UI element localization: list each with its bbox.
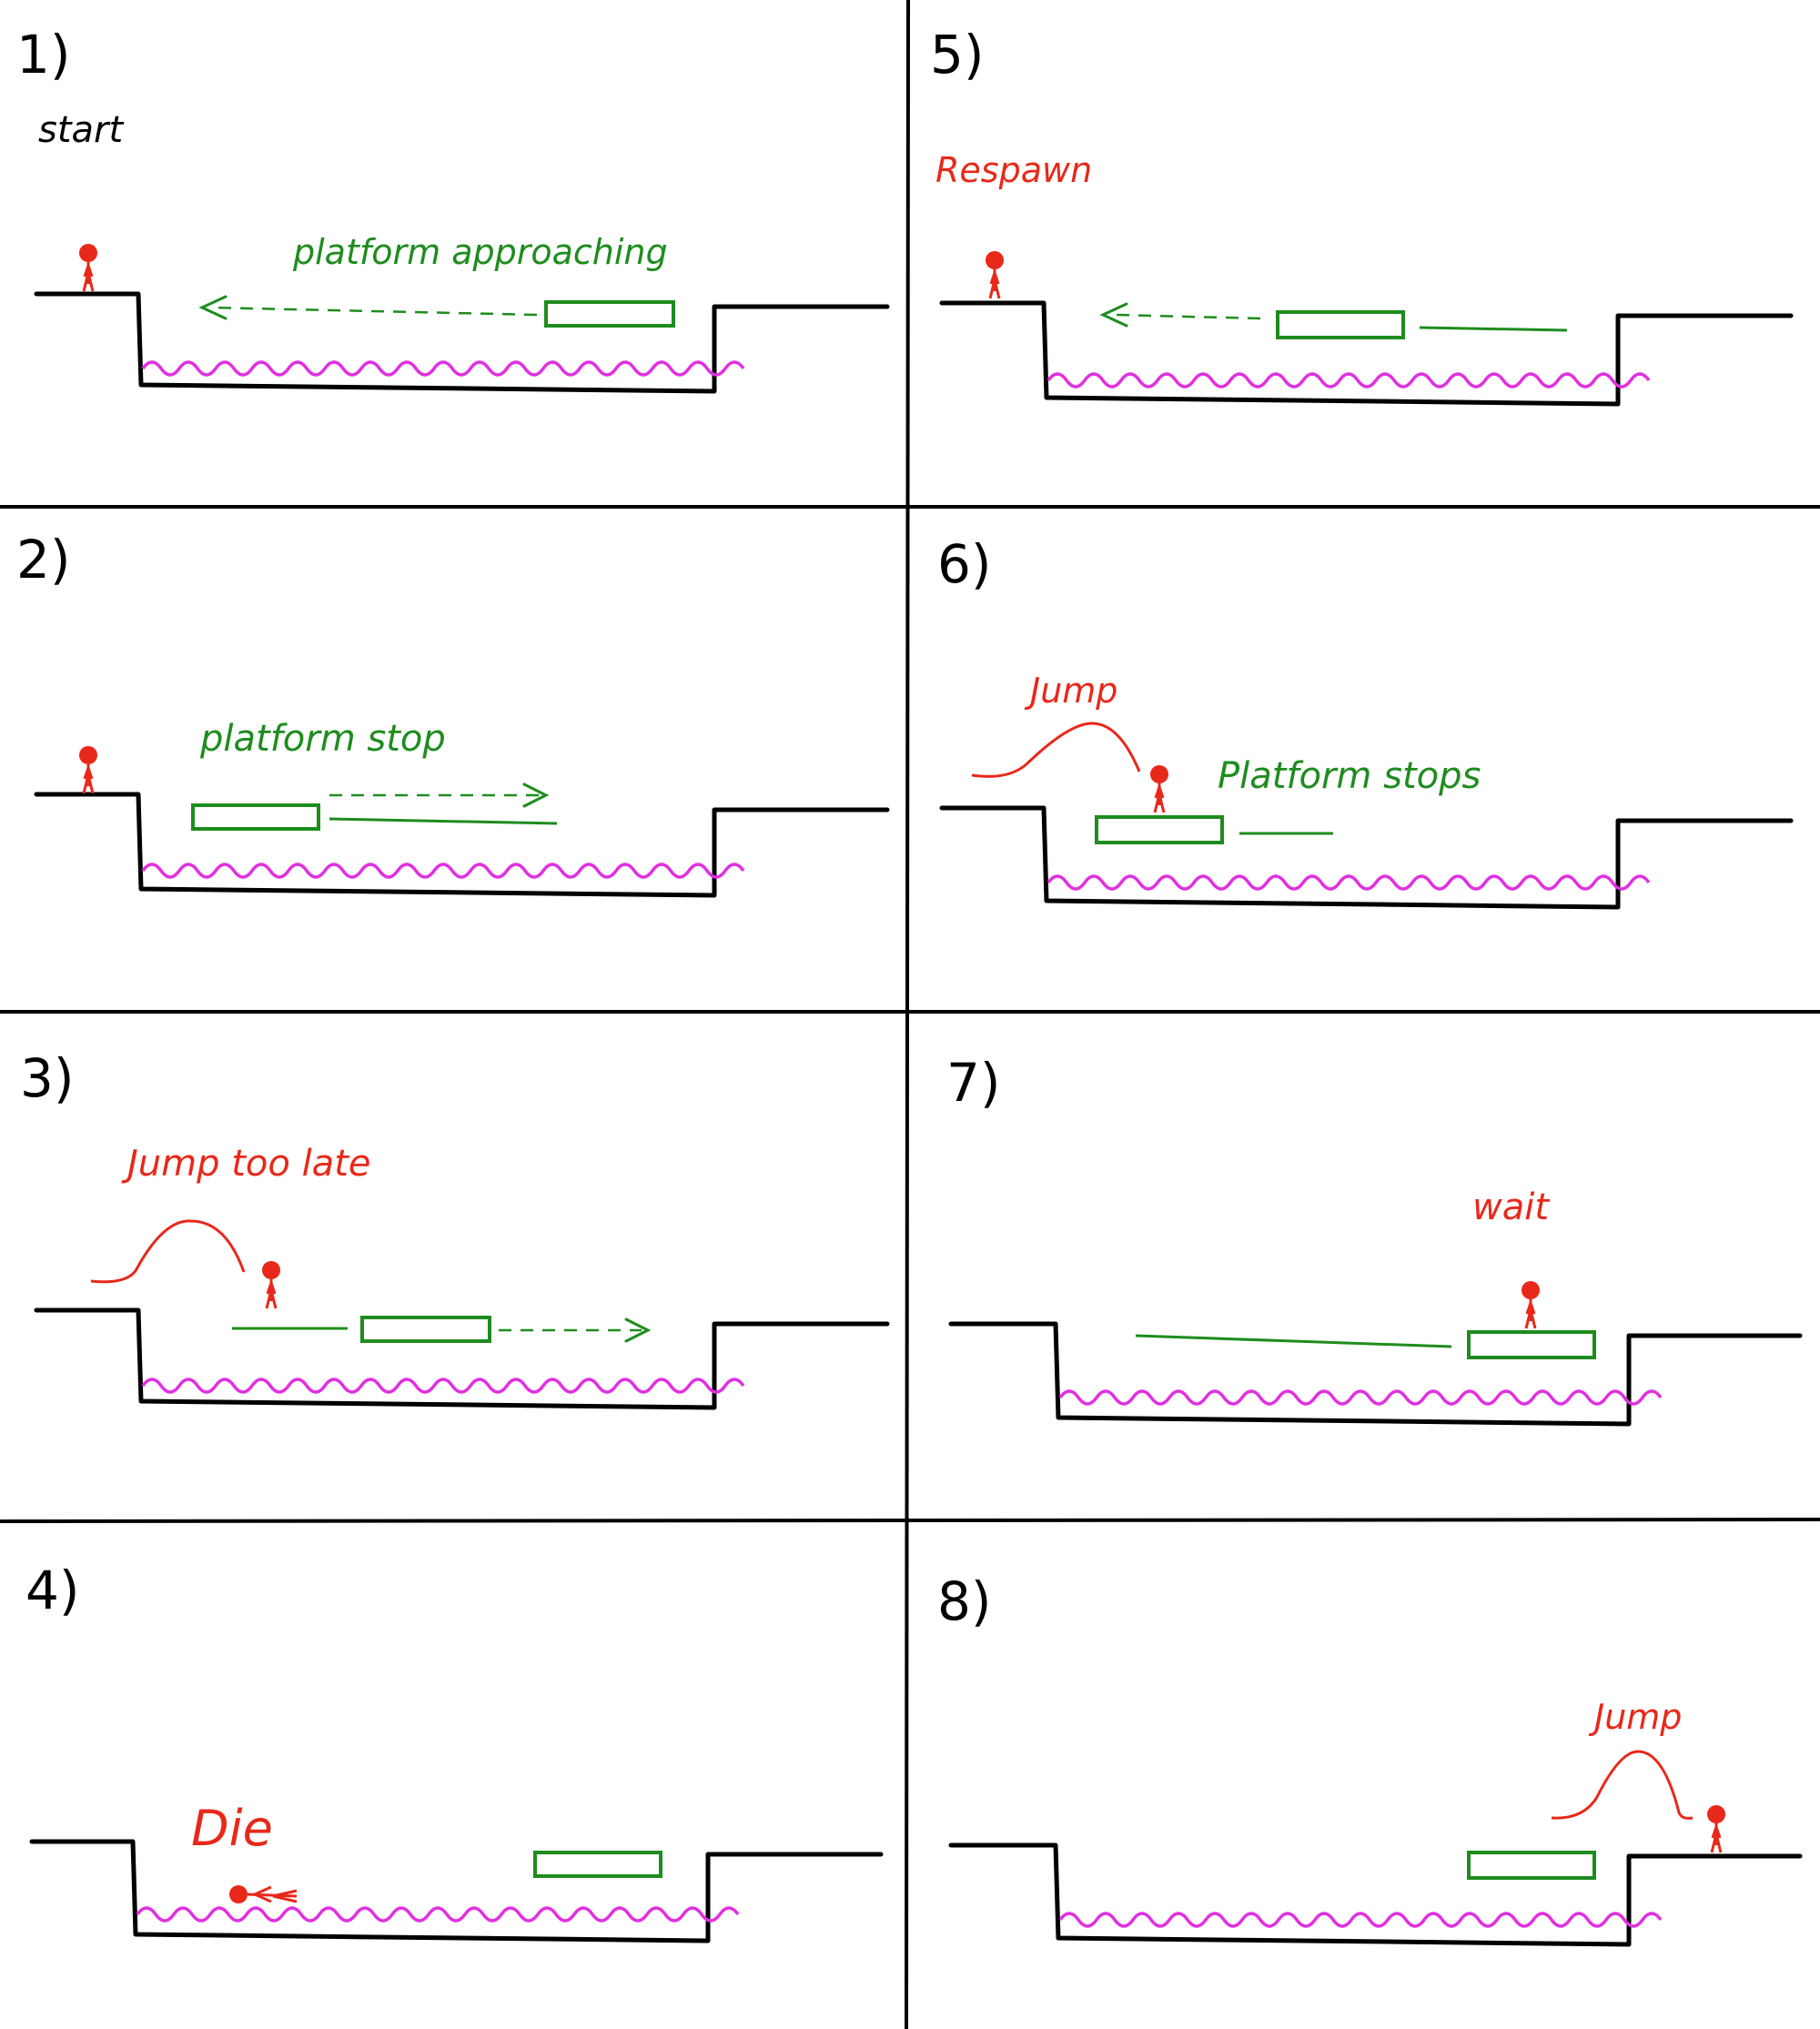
lava-hazard xyxy=(1046,372,1651,389)
movement-trail-projected xyxy=(1114,313,1261,320)
dead-player-body xyxy=(247,1885,298,1903)
moving-platform xyxy=(360,1316,491,1343)
player-figure xyxy=(1705,1803,1727,1854)
lava-hazard xyxy=(136,1906,740,1923)
moving-platform xyxy=(1467,1330,1596,1359)
player-figure xyxy=(77,744,99,795)
moving-platform xyxy=(1467,1851,1596,1880)
panel-8: 8) Jump xyxy=(937,1570,1803,1947)
panel-number: 3) xyxy=(20,1047,75,1109)
lava-hazard xyxy=(1058,1389,1663,1406)
panel-note: Platform stops xyxy=(1218,755,1481,797)
panel-caption: Die xyxy=(191,1800,273,1857)
arrow-left-icon xyxy=(1099,302,1128,328)
panel-note: platform approaching xyxy=(292,232,668,272)
panel-caption: start xyxy=(38,109,124,151)
ground xyxy=(34,1307,890,1410)
player-figure xyxy=(1148,763,1170,814)
panel-5: 5) Respawn xyxy=(930,24,1794,407)
arrow-right-icon xyxy=(522,782,550,808)
panel-2: 2) platform stop xyxy=(16,529,890,898)
player-figure xyxy=(1520,1279,1542,1330)
ground xyxy=(939,300,1794,407)
panel-caption: Jump xyxy=(1024,671,1117,711)
grid-divider-vertical xyxy=(905,0,910,2029)
player-figure xyxy=(260,1259,282,1310)
panel-number: 8) xyxy=(937,1570,992,1632)
panel-number: 1) xyxy=(16,24,71,86)
lava-hazard xyxy=(1058,1912,1663,1928)
movement-trail xyxy=(329,817,558,825)
panel-number: 6) xyxy=(937,533,992,595)
moving-platform xyxy=(1095,815,1224,844)
jump-arc xyxy=(90,1219,246,1284)
moving-platform xyxy=(533,1851,662,1878)
ground xyxy=(29,1839,884,1943)
panel-7: 7) wait xyxy=(946,1052,1803,1427)
arrow-right-icon xyxy=(624,1317,652,1343)
ground xyxy=(34,291,890,394)
panel-number: 5) xyxy=(930,24,985,86)
panel-6: 6) Jump Platform stops xyxy=(937,533,1794,910)
moving-platform xyxy=(191,803,320,831)
panel-caption: Respawn xyxy=(935,150,1092,190)
panel-number: 2) xyxy=(16,529,71,591)
panel-caption: Jump xyxy=(1588,1697,1682,1737)
lava-hazard xyxy=(141,863,745,879)
lava-hazard xyxy=(1046,874,1651,891)
lava-hazard xyxy=(141,1378,745,1394)
player-figure xyxy=(77,242,99,293)
grid-divider-row-3 xyxy=(0,1518,1820,1523)
dead-player-icon xyxy=(229,1885,248,1903)
panel-caption: wait xyxy=(1472,1186,1550,1228)
panel-4: 4) Die xyxy=(25,1560,884,1943)
movement-trail xyxy=(1419,326,1568,332)
player-figure xyxy=(984,249,1006,300)
moving-platform xyxy=(1276,310,1405,339)
lava-hazard xyxy=(141,360,745,377)
ground xyxy=(34,792,890,898)
moving-platform xyxy=(544,300,675,328)
panel-3: 3) Jump too late xyxy=(20,1047,890,1410)
panel-1: 1) start platform approaching xyxy=(16,24,890,394)
jump-arc xyxy=(971,722,1141,778)
movement-trail xyxy=(1135,1334,1452,1348)
panel-number: 7) xyxy=(946,1052,1001,1114)
movement-trail xyxy=(208,306,538,317)
arrow-left-icon xyxy=(198,295,228,320)
ground xyxy=(939,805,1794,910)
panel-number: 4) xyxy=(25,1560,80,1621)
ground xyxy=(948,1842,1803,1947)
ground xyxy=(948,1321,1803,1427)
panel-caption: Jump too late xyxy=(121,1143,370,1185)
panel-note: platform stop xyxy=(199,718,446,760)
jump-arc xyxy=(1551,1750,1694,1820)
